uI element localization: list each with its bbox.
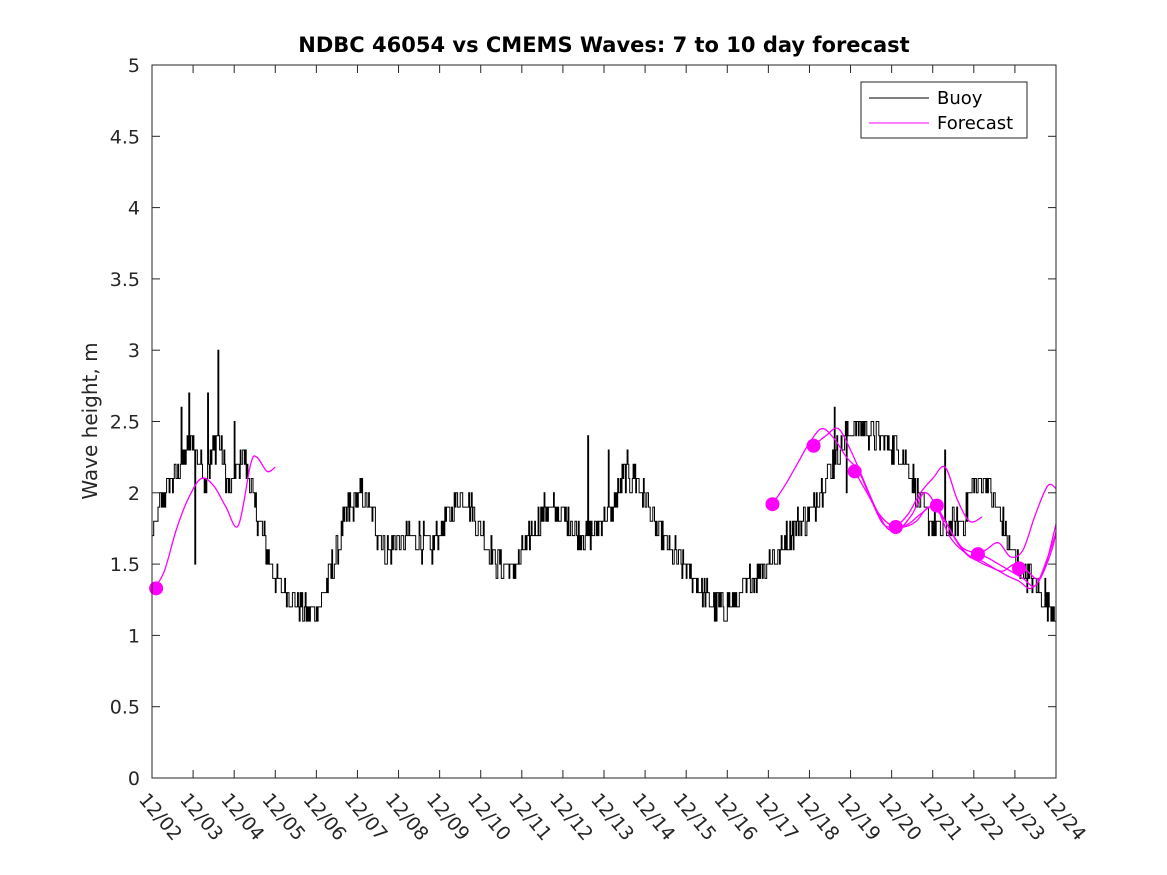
y-tick-label: 4.5	[110, 126, 140, 148]
y-tick-label: 1.5	[110, 554, 140, 576]
y-tick-label: 3	[128, 340, 140, 362]
forecast-line	[936, 505, 1057, 587]
y-tick-label: 1	[128, 625, 140, 647]
y-tick-label: 2	[128, 483, 140, 505]
forecast-marker	[1012, 561, 1027, 576]
legend-box	[860, 81, 1028, 139]
forecast-marker	[929, 498, 944, 513]
forecast-marker	[847, 464, 862, 479]
forecast-marker	[806, 438, 821, 453]
legend-forecast-label: Forecast	[937, 113, 1013, 134]
buoy-series	[152, 349, 1057, 622]
y-tick-label: 5	[128, 55, 140, 77]
buoy-line	[152, 349, 1057, 622]
chart-title: NDBC 46054 vs CMEMS Waves: 7 to 10 day f…	[298, 33, 909, 57]
plot-area	[152, 65, 1056, 778]
y-tick-label: 3.5	[110, 269, 140, 291]
forecast-marker	[888, 520, 903, 535]
y-axis-ticks: 0 0.5 1 1.5 2 2.5 3 3.5 4 4.5 5	[110, 55, 1056, 790]
forecast-marker-group	[149, 438, 1027, 596]
legend-buoy-label: Buoy	[937, 88, 983, 109]
y-axis-label: Wave height, m	[78, 342, 102, 499]
y-tick-label: 4	[128, 198, 140, 220]
y-tick-label: 2.5	[110, 412, 140, 434]
forecast-marker	[765, 497, 780, 512]
forecast-marker	[970, 547, 985, 562]
legend: Buoy Forecast	[860, 81, 1028, 139]
forecast-line	[153, 455, 276, 589]
y-tick-label: 0	[128, 768, 140, 790]
y-tick-label: 0.5	[110, 697, 140, 719]
forecast-marker	[149, 581, 164, 596]
